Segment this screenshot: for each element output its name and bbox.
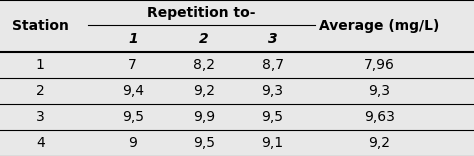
Text: Average (mg/L): Average (mg/L) <box>319 19 439 33</box>
Text: 9,5: 9,5 <box>262 110 283 124</box>
Text: 4: 4 <box>36 136 45 150</box>
Text: 9,9: 9,9 <box>193 110 215 124</box>
Text: 8,7: 8,7 <box>262 58 283 72</box>
Text: 1: 1 <box>128 32 137 46</box>
Text: 9,2: 9,2 <box>368 136 390 150</box>
Text: 9,3: 9,3 <box>262 84 283 98</box>
Text: 9,5: 9,5 <box>193 136 215 150</box>
Text: 9,3: 9,3 <box>368 84 390 98</box>
Text: 9,5: 9,5 <box>122 110 144 124</box>
Text: 7: 7 <box>128 58 137 72</box>
Text: 9,63: 9,63 <box>364 110 395 124</box>
Text: 1: 1 <box>36 58 45 72</box>
Text: Repetition to-: Repetition to- <box>147 6 255 20</box>
Text: 2: 2 <box>199 32 209 46</box>
Text: 7,96: 7,96 <box>364 58 395 72</box>
Text: 8,2: 8,2 <box>193 58 215 72</box>
Text: 9: 9 <box>128 136 137 150</box>
Text: 9,2: 9,2 <box>193 84 215 98</box>
Text: Station: Station <box>12 19 69 33</box>
Text: 9,1: 9,1 <box>262 136 283 150</box>
Text: 3: 3 <box>36 110 45 124</box>
Text: 3: 3 <box>268 32 277 46</box>
Text: 2: 2 <box>36 84 45 98</box>
Text: 9,4: 9,4 <box>122 84 144 98</box>
